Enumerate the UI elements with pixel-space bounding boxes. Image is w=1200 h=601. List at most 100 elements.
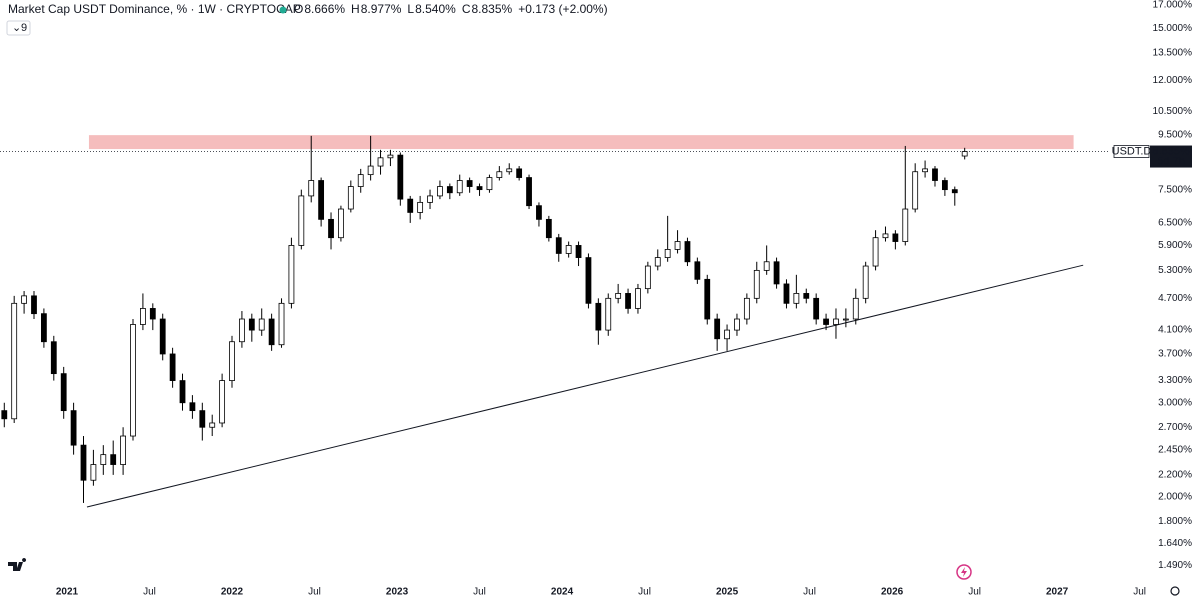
candle-body [803, 293, 810, 299]
last-price-label: 8.835% [1152, 145, 1190, 157]
candle-body [110, 454, 117, 465]
candle-body [694, 261, 701, 280]
y-tick-label: 2.450% [1158, 444, 1192, 455]
candle-body [11, 302, 18, 420]
candle-body [932, 168, 938, 181]
candle-body [545, 218, 552, 239]
candle-body [347, 186, 354, 210]
candle-body [446, 186, 453, 194]
x-tick-label: Jul [638, 587, 651, 598]
candle-body [120, 435, 127, 465]
candle-body [536, 205, 542, 220]
x-tick-label: 2024 [551, 587, 574, 598]
x-tick-label: 2022 [221, 587, 244, 598]
flash-bolt [961, 567, 967, 577]
candle-body [427, 195, 433, 203]
gear[interactable] [1170, 586, 1180, 596]
y-tick-label: 3.300% [1158, 375, 1192, 386]
candle-body [140, 308, 146, 325]
candle-body [258, 318, 265, 331]
y-tick-label: 5.300% [1158, 265, 1192, 276]
countdown-label: 5d 7h [1157, 155, 1185, 167]
y-tick-label: 1.490% [1158, 560, 1192, 571]
candle-body [308, 180, 315, 197]
y-tick-label: 7.500% [1158, 184, 1192, 195]
candle-body [397, 154, 404, 200]
candle-body [734, 318, 740, 331]
logo-mark [8, 558, 27, 571]
candle-body [743, 297, 750, 320]
candle-body [615, 293, 622, 299]
candle-body [961, 151, 968, 157]
candle-body [912, 171, 919, 210]
x-tick-label: 2023 [386, 587, 409, 598]
candle-body [922, 168, 928, 173]
status-dot [279, 6, 287, 14]
candle-body [813, 297, 820, 320]
candle-body [70, 410, 77, 446]
candle-body [763, 261, 770, 271]
candle-body [753, 269, 760, 299]
x-tick-label: 2026 [881, 587, 904, 598]
x-tick-label: Jul [968, 587, 981, 598]
candle-body [268, 318, 275, 346]
y-tick-label: 1.800% [1158, 516, 1192, 527]
candle-body [506, 168, 513, 173]
chart-title: Market Cap USDT Dominance, % · 1W · CRYP… [8, 2, 301, 16]
candle-body [882, 233, 889, 239]
ohlc-label: L [407, 2, 414, 16]
header: Market Cap USDT Dominance, % · 1W · CRYP… [6, 2, 608, 36]
ohlc-value: 8.540% [415, 2, 456, 16]
settings-icon[interactable] [1170, 586, 1180, 596]
chevron: ⌄ [12, 22, 21, 34]
candle-body [644, 265, 651, 290]
y-tick-label: 1.640% [1158, 538, 1192, 549]
ohlc-value: 8.977% [361, 2, 402, 16]
y-tick-label: 3.000% [1158, 397, 1192, 408]
x-tick-label: 2025 [716, 587, 739, 598]
candle-body [704, 278, 711, 320]
candle-body [278, 302, 285, 346]
candle-body [169, 353, 176, 381]
y-tick-label: 15.000% [1153, 23, 1193, 34]
candle-body [338, 208, 344, 239]
candle-body [833, 318, 839, 325]
candle-body [40, 313, 47, 343]
y-tick-label: 17.000% [1153, 0, 1193, 11]
candle-body [298, 195, 305, 246]
candle-body [1, 410, 8, 420]
candle-body [526, 177, 532, 207]
candle-body [239, 318, 245, 343]
trendline [86, 264, 1084, 508]
ohlc-value: 8.835% [471, 2, 512, 16]
y-tick-label: 6.500% [1158, 218, 1192, 229]
candle-body [595, 302, 602, 331]
candle-body [100, 454, 107, 465]
flash-icon[interactable] [956, 564, 972, 580]
ohlc-label: H [351, 2, 360, 16]
y-tick-label: 2.000% [1158, 492, 1192, 503]
candle-body [486, 177, 493, 191]
candle-body [456, 180, 463, 194]
candle-body [248, 318, 255, 331]
candle-body [437, 186, 443, 197]
candle-body [872, 237, 879, 267]
candle-body [575, 245, 582, 258]
candle-body [21, 295, 27, 304]
candle-body [417, 201, 424, 213]
candle-body [219, 380, 226, 424]
candle-body [367, 165, 374, 176]
candle-body [288, 245, 295, 304]
candle-body [951, 189, 958, 194]
y-tick-label: 5.900% [1158, 240, 1192, 251]
tradingview-logo [8, 558, 27, 571]
ohlc-label: C [462, 2, 471, 16]
candle-body [684, 241, 691, 263]
candle-body [159, 318, 166, 355]
indicator-box[interactable] [6, 20, 31, 36]
y-tick-label: 3.700% [1158, 349, 1192, 360]
y-tick-label: 9.500% [1158, 129, 1192, 140]
candle-body [654, 257, 661, 267]
